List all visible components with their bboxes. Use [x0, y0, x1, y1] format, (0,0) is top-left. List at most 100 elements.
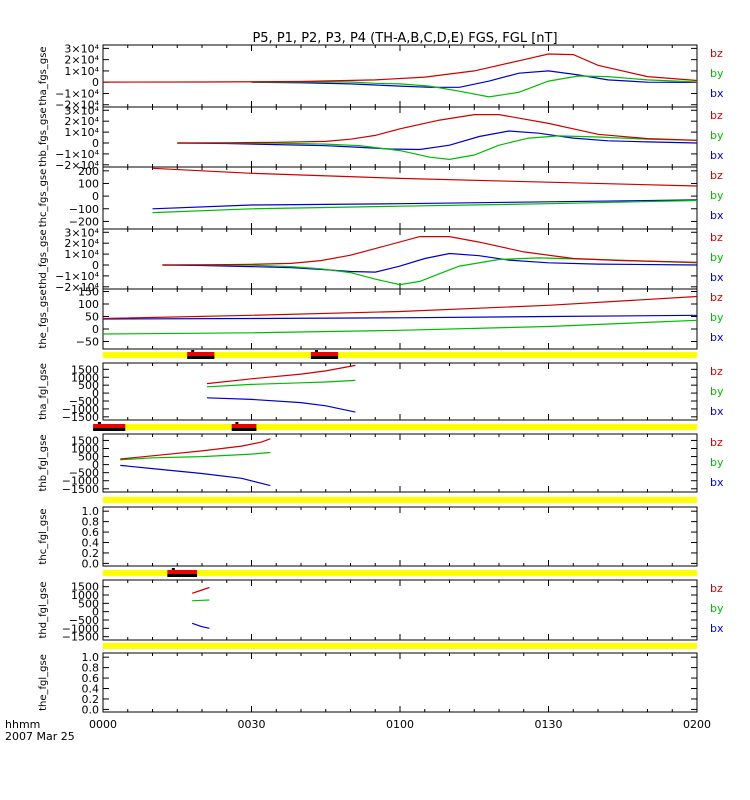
y-axis-label: thd_fgs_gse [38, 229, 49, 288]
status-bar [103, 352, 697, 358]
y-axis-label: tha_fgl_gse [38, 363, 49, 420]
status-bar [103, 424, 697, 430]
y-axis-label: tha_fgs_gse [38, 46, 49, 105]
y-tick-label: 1500 [71, 434, 99, 447]
status-bar-red-segment [93, 424, 126, 428]
y-tick-label: 1×10⁴ [64, 248, 99, 261]
y-axis-label: thb_fgs_gse [38, 107, 49, 166]
y-tick-label: 50 [85, 311, 99, 324]
y-tick-label: 0.6 [82, 526, 100, 539]
legend-bz: bz [710, 47, 723, 60]
y-tick-label: −1500 [62, 631, 99, 644]
legend-by: by [710, 456, 724, 469]
series-by [192, 599, 210, 602]
y-axis-label: the_fgs_gse [38, 289, 49, 348]
y-tick-label: −100 [69, 203, 99, 216]
series-group [177, 113, 697, 161]
y-tick-label: 2×10⁴ [64, 54, 99, 67]
y-tick-label: 0 [92, 323, 99, 336]
y-tick-label: 0.4 [82, 537, 100, 550]
y-tick-label: 0.8 [82, 516, 100, 529]
legend-bz: bz [710, 169, 723, 182]
series-by [177, 135, 697, 161]
y-tick-label: 100 [78, 298, 99, 311]
y-tick-label: 500 [78, 379, 99, 392]
y-tick-label: −2×10⁴ [55, 99, 99, 112]
panel-frame [102, 166, 698, 230]
y-tick-label: −1000 [62, 622, 99, 635]
legend-bz: bz [710, 582, 723, 595]
series-bx [162, 252, 697, 273]
series-group [206, 364, 356, 413]
status-bar [103, 643, 697, 649]
y-tick-label: −1×10⁴ [55, 87, 99, 100]
legend-by: by [710, 189, 724, 202]
chart-title: P5, P1, P2, P3, P4 (TH-A,B,C,D,E) FGS, F… [252, 31, 557, 46]
y-tick-label: 150 [78, 286, 99, 299]
y-tick-label: −1000 [62, 475, 99, 488]
series-group [152, 167, 697, 214]
status-bar-red-segment [231, 424, 257, 428]
series-by [103, 319, 697, 335]
y-tick-label: 1000 [71, 371, 99, 384]
legend-bx: bx [710, 209, 724, 222]
legend-by: by [710, 129, 724, 142]
legend-bx: bx [710, 476, 724, 489]
series-bx [120, 464, 271, 487]
y-tick-label: 200 [78, 165, 99, 178]
y-tick-label: −1×10⁴ [55, 270, 99, 283]
series-group [191, 586, 210, 629]
series-by [120, 451, 271, 461]
y-axis-label: thd_fgl_gse [38, 582, 49, 639]
legend-bx: bx [710, 149, 724, 162]
status-bar-marker [191, 350, 195, 352]
y-tick-label: −200 [69, 215, 99, 228]
status-bar-marker [97, 422, 101, 424]
series-bz [152, 167, 697, 187]
legend-by: by [710, 385, 724, 398]
legend-bx: bx [710, 622, 724, 635]
series-by [251, 75, 697, 98]
y-tick-label: 0.2 [82, 693, 100, 706]
legend-bz: bz [710, 109, 723, 122]
status-bar-black-segment [310, 356, 339, 359]
series-bx [191, 622, 210, 629]
series-group [103, 53, 697, 98]
y-tick-label: 1.0 [82, 651, 100, 664]
series-bx [177, 130, 697, 151]
y-tick-label: 0.4 [82, 683, 100, 696]
y-tick-label: 0 [92, 259, 99, 272]
series-group [162, 236, 697, 286]
y-tick-label: 1500 [71, 363, 99, 376]
legend-bx: bx [710, 405, 724, 418]
x-tick-label: 0200 [683, 718, 711, 731]
y-tick-label: −2×10⁴ [55, 281, 99, 294]
legend-bz: bz [710, 291, 723, 304]
y-tick-label: 0.2 [82, 547, 100, 560]
y-tick-label: −1×10⁴ [55, 148, 99, 161]
y-tick-label: 1×10⁴ [64, 126, 99, 139]
panel-frame [102, 579, 698, 641]
x-tick-label: 0000 [89, 718, 117, 731]
y-tick-label: 500 [78, 597, 99, 610]
x-axis-label-hhmm: hhmm [5, 718, 40, 731]
panel-frame [102, 652, 698, 713]
series-bz [162, 236, 697, 266]
status-bar-marker [171, 568, 175, 570]
y-tick-label: 0 [92, 76, 99, 89]
y-tick-label: −1000 [62, 403, 99, 416]
y-tick-label: −500 [69, 467, 99, 480]
status-bar-marker [235, 422, 239, 424]
legend-bx: bx [710, 331, 724, 344]
series-by [206, 379, 356, 388]
legend-bz: bz [710, 365, 723, 378]
legend-bz: bz [710, 436, 723, 449]
y-tick-label: −1500 [62, 483, 99, 496]
series-bz [206, 364, 356, 385]
y-tick-label: 1.0 [82, 505, 100, 518]
y-tick-label: 1500 [71, 581, 99, 594]
